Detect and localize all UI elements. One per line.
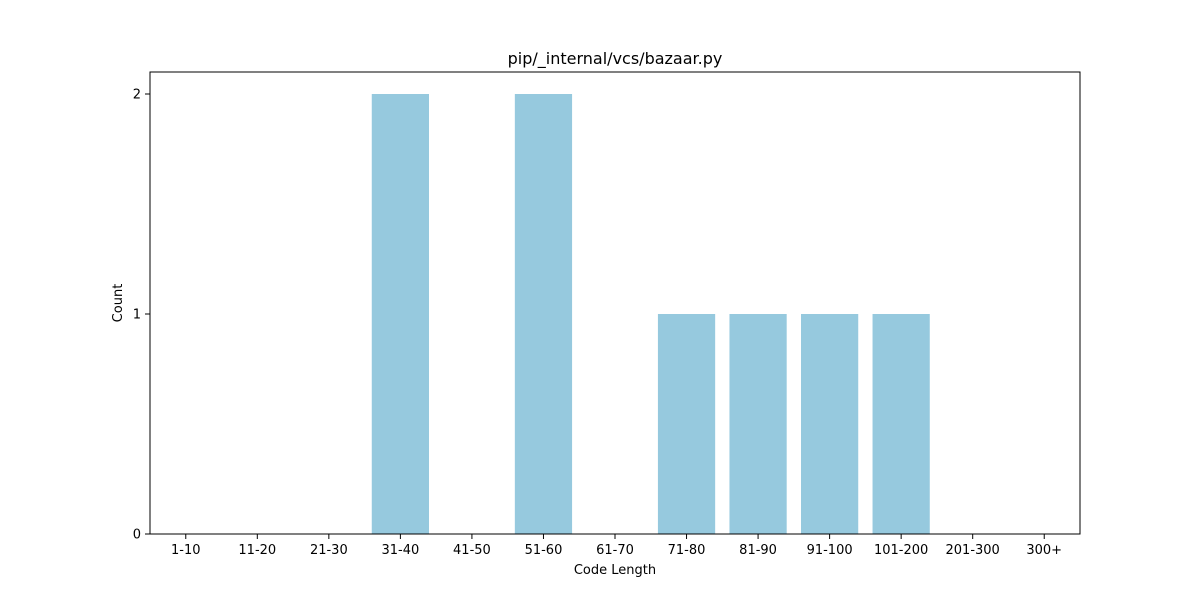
x-tick-label: 71-80 [668,543,706,558]
y-tick-label: 0 [133,528,141,543]
y-axis-label: Count [111,284,126,323]
bars-layer [371,94,930,534]
x-tick-label: 91-100 [807,543,853,558]
x-tick-label: 21-30 [310,543,348,558]
y-tick-label: 2 [133,88,141,103]
x-tick-label: 11-20 [238,543,276,558]
bar-71-80 [657,314,716,534]
x-tick-label: 61-70 [596,543,634,558]
x-tick-label: 31-40 [381,543,419,558]
bar-91-100 [801,314,859,534]
bar-31-40 [371,94,429,534]
bar-51-60 [514,94,573,534]
bar-81-90 [729,314,787,534]
chart-title: pip/_internal/vcs/bazaar.py [508,49,723,69]
x-axis: 1-10 11-20 21-30 31-40 41-50 51-60 61-70 71-80 8… [171,534,1062,558]
x-tick-label: 51-60 [525,543,563,558]
plot-frame [149,71,1081,535]
x-tick-label: 101-200 [874,543,928,558]
x-tick-label: 41-50 [453,543,491,558]
x-tick-label: 201-300 [946,543,1000,558]
y-tick-label: 1 [133,308,141,323]
x-tick-label: 1-10 [171,543,201,558]
x-axis-label: Code Length [574,563,656,578]
x-tick-label: 81-90 [739,543,777,558]
x-tick-label: 300+ [1026,543,1062,558]
y-axis: 0 1 2 [133,88,150,543]
bar-101-200 [872,314,930,534]
